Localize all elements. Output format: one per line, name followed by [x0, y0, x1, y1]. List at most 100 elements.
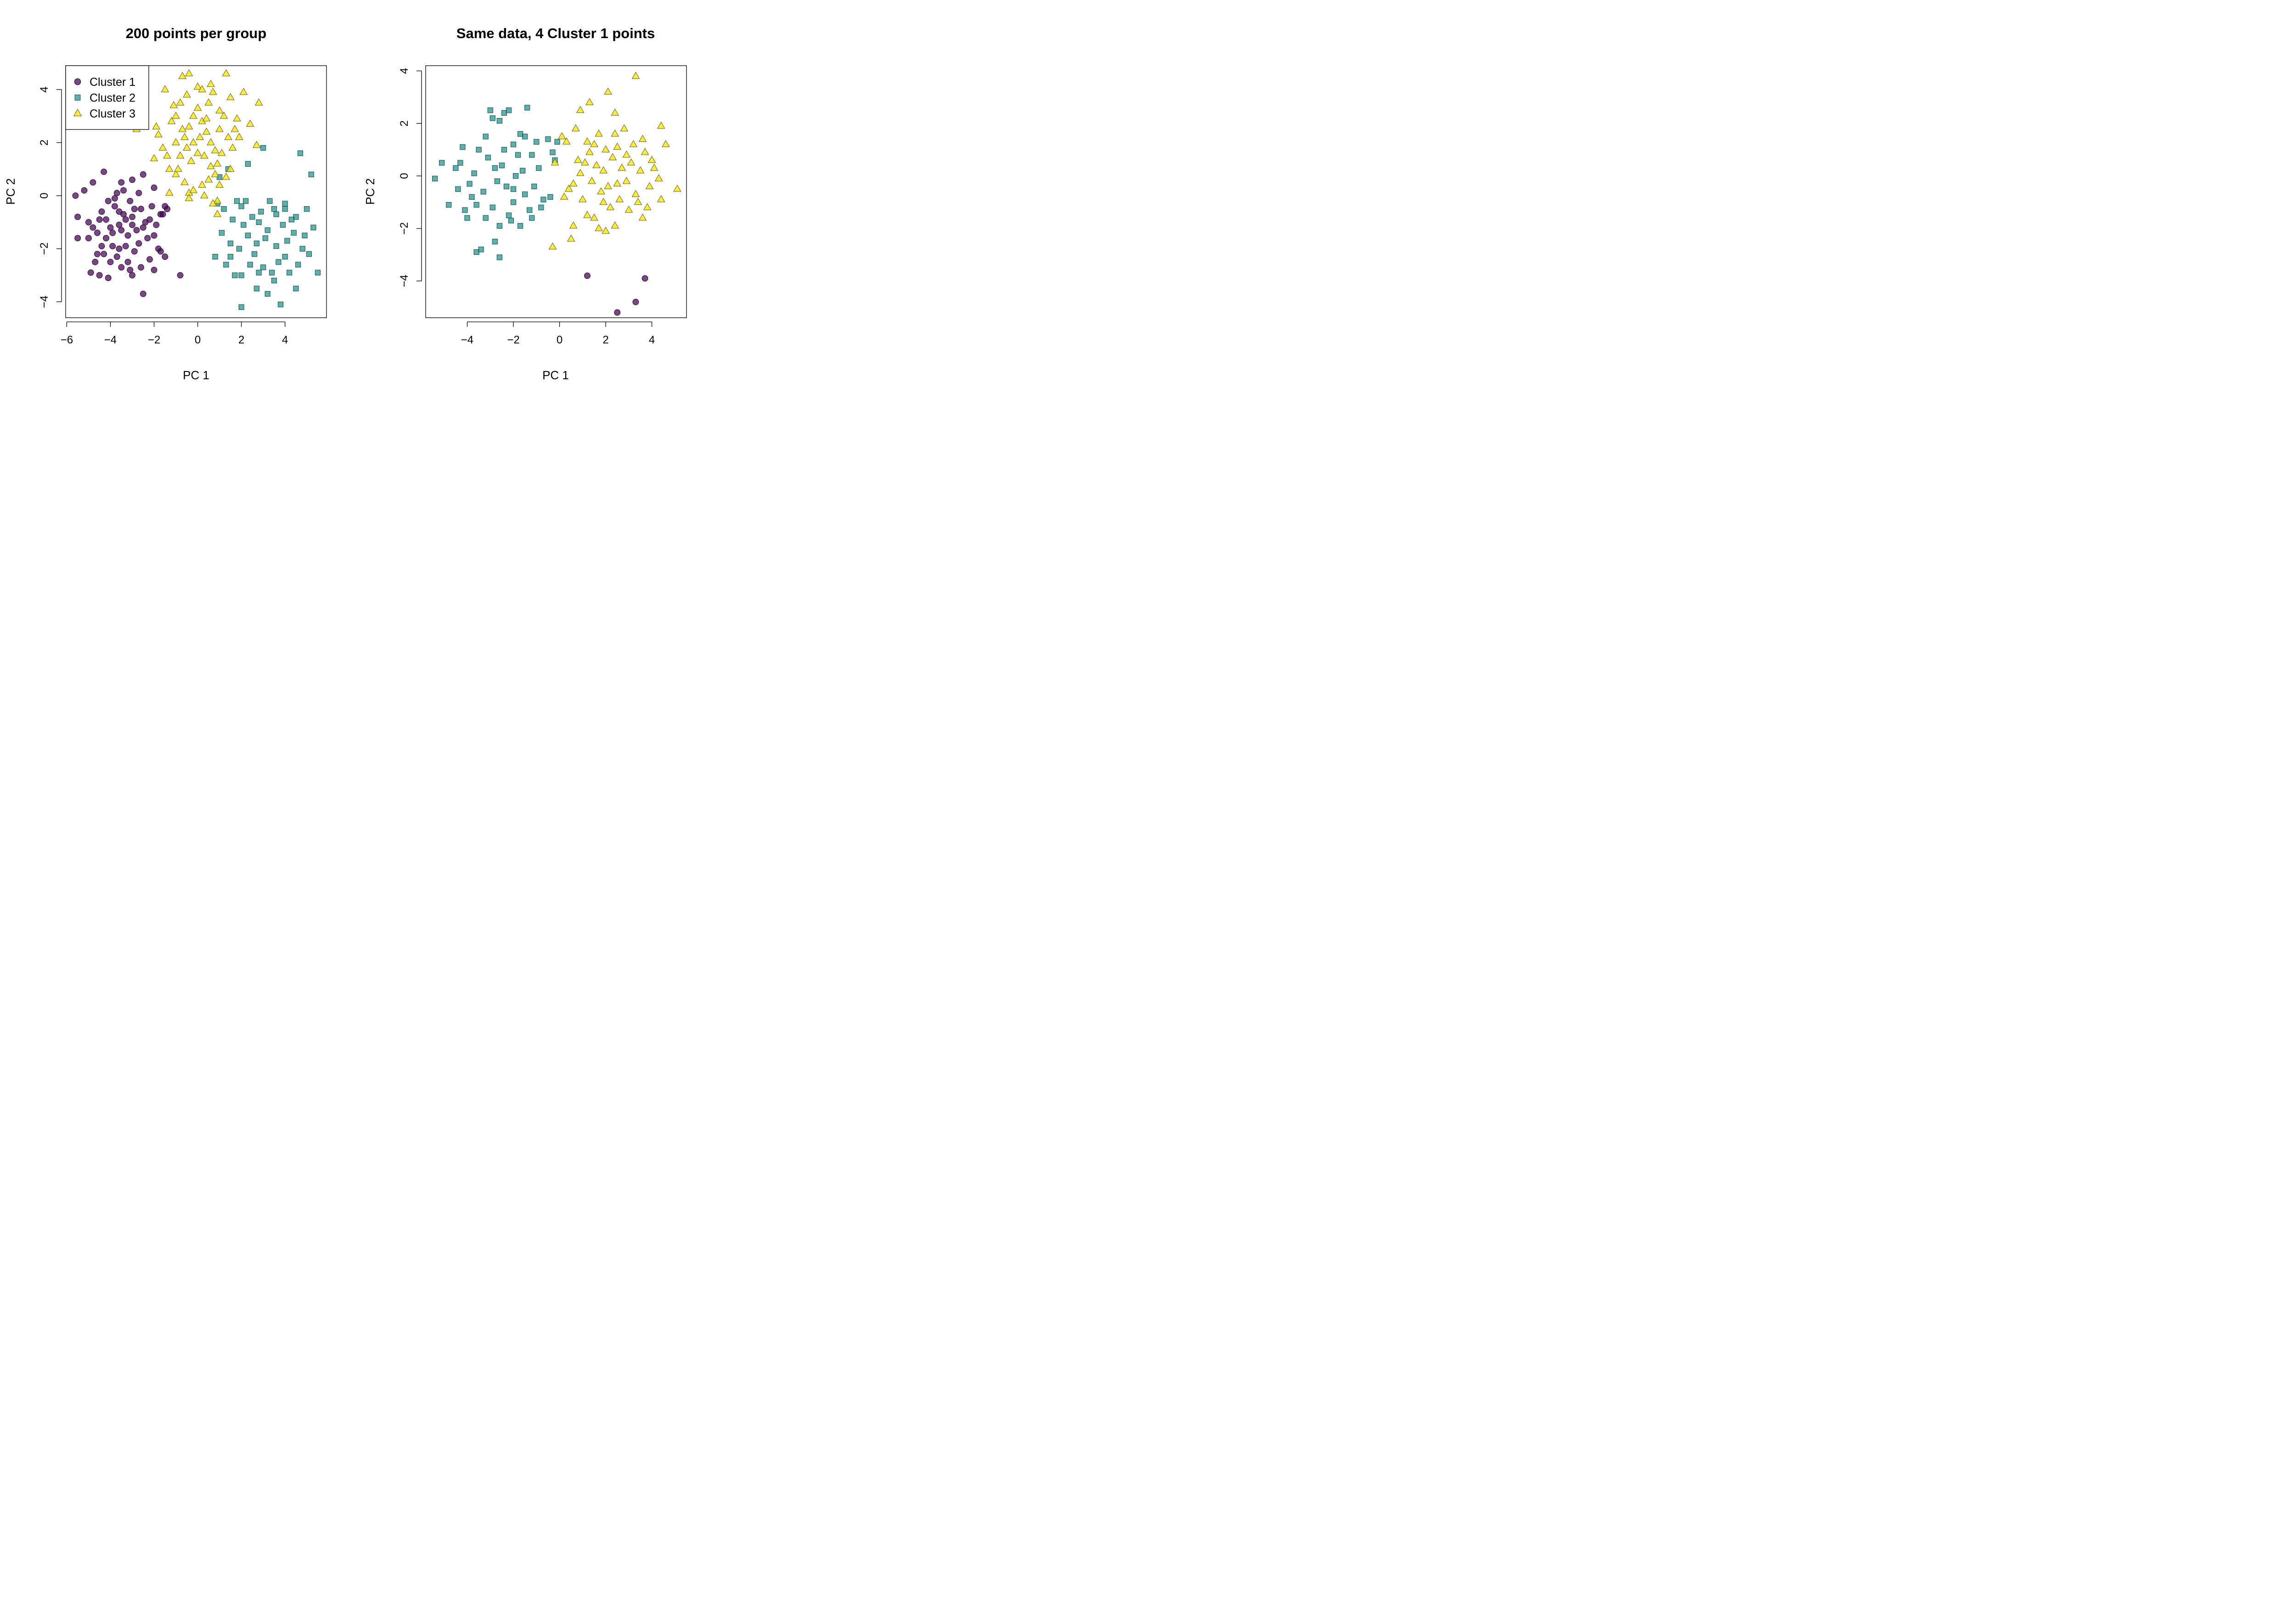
- cluster-1-point: [113, 190, 120, 197]
- cluster-2-point: [462, 207, 468, 213]
- cluster-1-point: [101, 251, 107, 258]
- cluster-1-point: [632, 298, 639, 305]
- cluster-1-point: [118, 264, 125, 271]
- cluster-3-point: [202, 114, 211, 122]
- cluster-1-point: [151, 267, 158, 273]
- cluster-2-point: [517, 223, 523, 229]
- cluster-2-point: [485, 155, 491, 161]
- legend-triangle-icon: [73, 108, 82, 117]
- cluster-3-point: [187, 157, 196, 164]
- cluster-2-point: [256, 219, 262, 225]
- cluster-3-point: [592, 161, 601, 169]
- cluster-3-point: [207, 162, 215, 169]
- legend-entry-label: Cluster 3: [90, 107, 135, 120]
- cluster-2-point: [212, 253, 218, 260]
- cluster-1-point: [90, 224, 96, 231]
- cluster-1-point: [105, 275, 112, 281]
- cluster-2-point: [547, 194, 553, 200]
- cluster-3-point: [183, 90, 191, 98]
- cluster-1-point: [103, 216, 109, 223]
- cluster-1-point: [118, 227, 125, 234]
- y-tick-label: −2: [38, 242, 51, 255]
- x-tick-label: 2: [238, 334, 244, 346]
- cluster-1-point: [140, 224, 146, 231]
- cluster-3-point: [189, 112, 197, 119]
- cluster-2-point: [276, 259, 281, 265]
- cluster-3-point: [611, 129, 619, 137]
- cluster-2-point: [515, 152, 521, 158]
- y-tick-label: 2: [38, 140, 51, 146]
- cluster-3-point: [213, 210, 222, 217]
- cluster-2-point: [478, 247, 484, 253]
- cluster-2-point: [260, 264, 266, 270]
- cluster-2-point: [293, 286, 299, 292]
- cluster-1-point: [92, 258, 99, 265]
- cluster-2-point: [223, 262, 229, 268]
- cluster-2-point: [253, 286, 259, 292]
- x-tick-label: −2: [507, 334, 519, 346]
- cluster-2-point: [230, 217, 236, 223]
- cluster-1-point: [109, 230, 116, 236]
- cluster-2-point: [245, 161, 251, 167]
- cluster-3-point: [673, 185, 681, 192]
- cluster-2-point: [232, 272, 238, 278]
- cluster-2-point: [264, 291, 270, 297]
- cluster-3-point: [224, 133, 232, 140]
- cluster-3-point: [583, 137, 591, 145]
- cluster-2-point: [280, 222, 286, 228]
- cluster-2-point: [492, 239, 498, 245]
- cluster-3-point: [579, 195, 587, 202]
- cluster-1-point: [146, 216, 153, 223]
- cluster-1-point: [85, 219, 92, 225]
- cluster-2-point: [446, 202, 452, 208]
- cluster-3-point: [222, 173, 231, 180]
- cluster-2-point: [510, 186, 517, 192]
- cluster-2-point: [264, 227, 270, 233]
- cluster-2-point: [490, 204, 495, 210]
- cluster-2-point: [545, 136, 551, 142]
- y-tick-label: −4: [38, 296, 51, 308]
- legend-circle-icon: [74, 78, 81, 85]
- cluster-1-point: [98, 208, 105, 215]
- cluster-1-point: [112, 195, 118, 202]
- cluster-3-point: [165, 188, 174, 196]
- cluster-2-point: [234, 198, 240, 204]
- x-tick-label: −4: [461, 334, 473, 346]
- cluster-2-point: [512, 173, 519, 179]
- cluster-1-point: [614, 309, 621, 316]
- cluster-1-point: [151, 184, 158, 191]
- cluster-1-point: [120, 187, 127, 194]
- cluster-2-point: [221, 206, 227, 212]
- cluster-3-point: [222, 69, 231, 77]
- chart-right-x-axis: −4 −2 0 2 4: [461, 321, 655, 346]
- chart-left-title: 200 points per group: [126, 25, 267, 41]
- cluster-2-point: [258, 208, 264, 214]
- y-tick-label: 4: [398, 68, 411, 74]
- cluster-2-point: [471, 170, 477, 176]
- cluster-3-point: [629, 140, 638, 147]
- cluster-3-point: [595, 129, 603, 137]
- cluster-3-point: [569, 221, 578, 229]
- cluster-2-point: [315, 270, 321, 275]
- cluster-2-point: [496, 223, 502, 229]
- cluster-2-point: [243, 198, 249, 204]
- cluster-1-point: [140, 291, 146, 297]
- cluster-3-point: [209, 199, 217, 207]
- x-tick-label: 2: [602, 334, 608, 346]
- cluster-3-point: [185, 122, 193, 129]
- y-tick-label: −4: [398, 275, 411, 287]
- chart-right-x-axis-label: PC 1: [542, 368, 569, 382]
- cluster-2-point: [256, 270, 262, 275]
- cluster-3-point: [622, 177, 631, 184]
- cluster-2-point: [299, 246, 305, 252]
- cluster-2-point: [467, 181, 473, 187]
- cluster-2-point: [538, 204, 544, 210]
- cluster-3-point: [180, 133, 189, 140]
- cluster-1-point: [116, 208, 123, 215]
- chart-left-y-axis-label: PC 2: [4, 178, 17, 205]
- cluster-3-point: [215, 125, 224, 132]
- cluster-3-point: [602, 145, 610, 152]
- cluster-2-point: [252, 251, 258, 257]
- cluster-3-point: [620, 124, 629, 132]
- cluster-2-point: [524, 105, 530, 111]
